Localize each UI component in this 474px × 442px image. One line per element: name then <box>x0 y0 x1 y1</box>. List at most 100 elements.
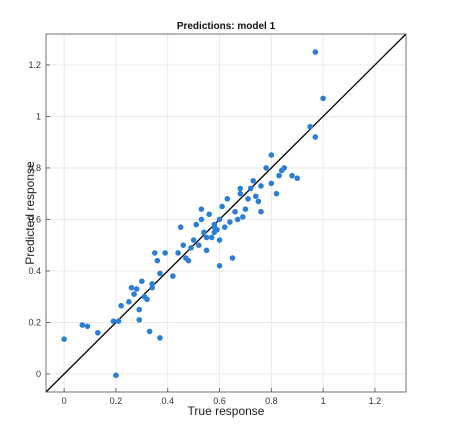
data-point <box>237 185 244 192</box>
data-point <box>250 178 256 184</box>
data-point <box>154 257 161 264</box>
data-point <box>136 317 143 323</box>
data-point <box>312 134 319 140</box>
grid-lines <box>46 34 406 392</box>
data-point <box>198 216 205 223</box>
x-tick-label: 1.2 <box>369 396 382 406</box>
data-point <box>118 302 124 309</box>
data-point <box>247 185 254 192</box>
data-point <box>144 296 150 303</box>
data-point <box>221 224 228 230</box>
x-tick-label: 0 <box>62 396 67 406</box>
data-point <box>255 198 262 205</box>
data-point <box>203 247 210 254</box>
data-point <box>320 95 326 102</box>
data-point <box>136 306 143 313</box>
data-point <box>151 250 158 256</box>
data-point <box>198 206 205 212</box>
data-point <box>157 270 163 277</box>
x-tick-label: 0.2 <box>110 396 123 406</box>
x-axis-title: True response <box>188 404 265 418</box>
plot-area: 0 0.2 0.4 0.6 0.8 1 1.2 0 0.2 0.4 0.6 0.8 1 1.2 <box>28 33 407 406</box>
data-point <box>131 291 137 297</box>
data-point <box>157 335 163 341</box>
data-point <box>211 221 218 228</box>
data-point <box>289 172 295 179</box>
x-tick-label: 0.8 <box>265 396 278 406</box>
data-point <box>94 329 101 336</box>
data-point <box>113 372 119 379</box>
data-point <box>170 273 176 279</box>
data-point <box>234 216 241 223</box>
data-point <box>61 336 67 343</box>
identity-line-group <box>45 33 407 393</box>
y-axis-ticks: 0 0.2 0.4 0.6 0.8 1 1.2 <box>28 60 50 379</box>
data-point <box>126 299 132 305</box>
data-point <box>115 318 122 324</box>
data-point <box>190 237 197 243</box>
y-tick-label: 0.8 <box>28 163 41 173</box>
data-point <box>276 172 282 179</box>
data-points <box>61 49 326 379</box>
data-point <box>180 242 187 248</box>
data-point <box>196 242 202 248</box>
x-tick-label: 1 <box>321 396 326 406</box>
data-point <box>139 278 145 285</box>
y-tick-label: 1.2 <box>28 60 41 70</box>
data-point <box>312 49 319 55</box>
plot-frame <box>45 33 407 393</box>
data-point <box>237 190 244 197</box>
data-point <box>146 328 153 335</box>
data-point <box>307 123 313 130</box>
data-point <box>177 224 184 230</box>
data-point <box>149 284 155 291</box>
data-point <box>227 219 233 225</box>
data-point <box>252 193 259 200</box>
x-axis-ticks: 0 0.2 0.4 0.6 0.8 1 1.2 <box>62 388 382 406</box>
data-point <box>216 216 223 223</box>
x-tick-label: 0.6 <box>213 396 226 406</box>
data-point <box>128 284 135 291</box>
data-point <box>185 257 192 264</box>
data-point <box>175 250 181 256</box>
y-axis-title: Predicted response <box>23 161 37 265</box>
data-point <box>188 244 194 251</box>
data-point <box>281 165 288 171</box>
data-point <box>216 262 223 269</box>
data-point <box>268 180 275 187</box>
data-point <box>79 322 86 328</box>
data-point <box>232 208 238 215</box>
data-point <box>203 234 210 241</box>
identity-line <box>45 33 407 393</box>
chart-title: Predictions: model 1 <box>177 21 276 32</box>
data-point <box>294 175 301 182</box>
data-point <box>240 214 246 220</box>
data-point <box>110 318 117 324</box>
y-tick-label: 0.2 <box>28 317 41 327</box>
data-point <box>214 226 220 233</box>
data-point <box>133 286 140 292</box>
data-point <box>193 221 200 228</box>
data-point <box>206 211 212 218</box>
data-point <box>258 183 264 189</box>
data-point <box>201 229 207 236</box>
y-tick-label: 1 <box>36 111 41 121</box>
data-point <box>224 196 231 202</box>
data-point <box>229 255 236 261</box>
data-point <box>208 234 215 241</box>
data-point <box>245 196 251 202</box>
data-point <box>216 237 223 243</box>
data-point <box>263 165 269 171</box>
y-tick-label: 0.6 <box>28 214 41 224</box>
y-tick-label: 0 <box>36 369 41 379</box>
data-point <box>149 281 155 287</box>
data-point <box>242 206 249 212</box>
data-point <box>258 208 264 215</box>
data-point <box>268 152 275 158</box>
data-point <box>219 203 225 210</box>
data-point <box>162 250 168 256</box>
data-point <box>84 323 91 330</box>
y-tick-label: 0.4 <box>28 266 41 276</box>
x-tick-label: 0.4 <box>161 396 174 406</box>
